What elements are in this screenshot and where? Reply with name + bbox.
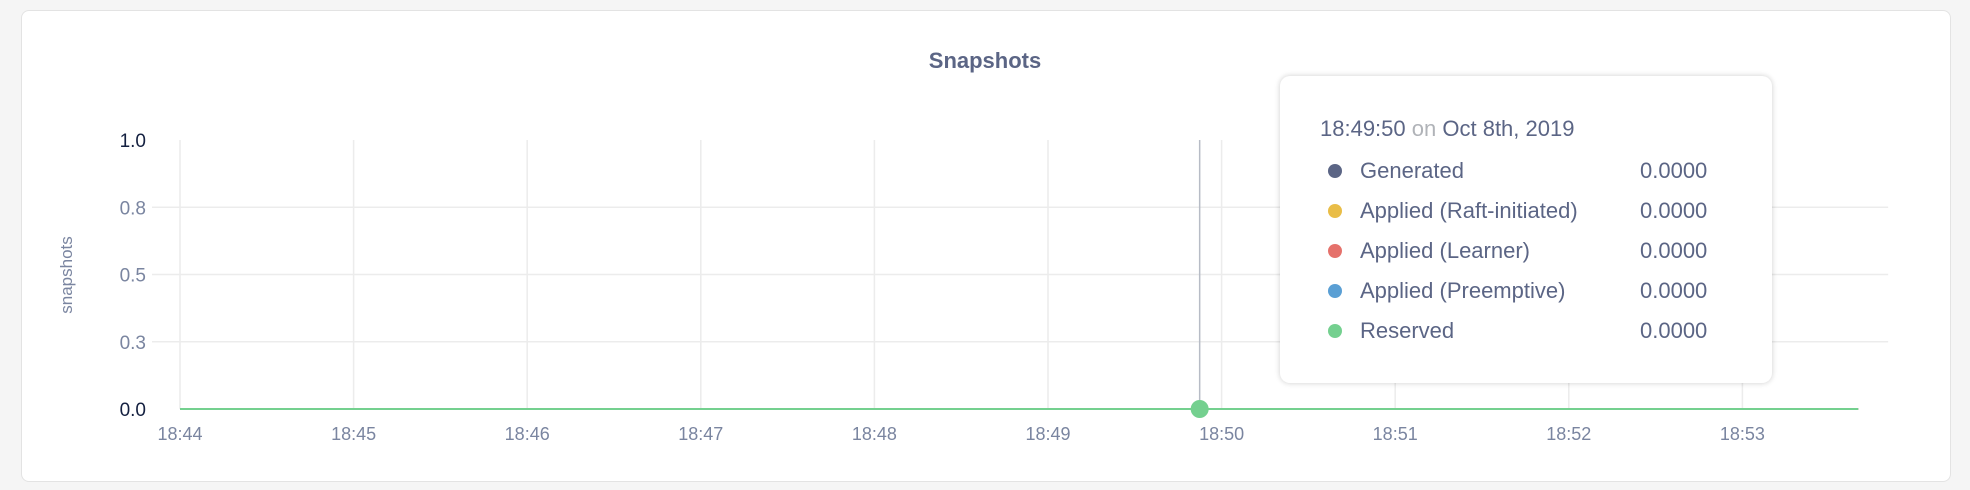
x-tick-label: 18:45 bbox=[331, 424, 376, 444]
legend-dot-icon bbox=[1328, 164, 1342, 178]
tooltip-on: on bbox=[1411, 116, 1437, 141]
tooltip-series-value: 0.0000 bbox=[1640, 158, 1708, 183]
tooltip-series-value: 0.0000 bbox=[1640, 278, 1708, 303]
tooltip-series-value: 0.0000 bbox=[1640, 198, 1708, 223]
tooltip-row: Applied (Preemptive) 0.0000 bbox=[1320, 271, 1772, 311]
tooltip-row: Applied (Learner) 0.0000 bbox=[1320, 231, 1772, 271]
legend-dot-icon bbox=[1328, 324, 1342, 338]
x-tick-label: 18:46 bbox=[505, 424, 550, 444]
tooltip-series-label: Applied (Preemptive) bbox=[1360, 278, 1566, 303]
tooltip-series-value: 0.0000 bbox=[1640, 318, 1708, 343]
x-tick-label: 18:51 bbox=[1373, 424, 1418, 444]
legend-dot-icon bbox=[1328, 244, 1342, 258]
tooltip-row: Generated 0.0000 bbox=[1320, 151, 1772, 191]
tooltip-row: Applied (Raft-initiated) 0.0000 bbox=[1320, 191, 1772, 231]
x-tick-label: 18:44 bbox=[157, 424, 202, 444]
tooltip-series-label: Applied (Learner) bbox=[1360, 238, 1530, 263]
y-tick-label: 1.0 bbox=[120, 131, 146, 152]
x-tick-label: 18:52 bbox=[1546, 424, 1591, 444]
tooltip-time: 18:49:50 bbox=[1320, 116, 1406, 141]
legend-dot-icon bbox=[1328, 284, 1342, 298]
tooltip-date: Oct 8th, 2019 bbox=[1442, 116, 1575, 141]
tooltip-title: 18:49:50 on Oct 8th, 2019 bbox=[1320, 116, 1772, 142]
chart-tooltip: 18:49:50 on Oct 8th, 2019 Generated 0.000… bbox=[1280, 76, 1772, 383]
y-tick-label: 0.8 bbox=[120, 198, 146, 219]
y-tick-label: 0.0 bbox=[120, 400, 146, 421]
y-tick-label: 0.5 bbox=[120, 266, 146, 287]
tooltip-series-label: Generated bbox=[1360, 158, 1464, 183]
hover-point bbox=[1190, 400, 1209, 418]
x-tick-label: 18:50 bbox=[1199, 424, 1244, 444]
tooltip-row: Reserved 0.0000 bbox=[1320, 311, 1772, 351]
tooltip-series-value: 0.0000 bbox=[1640, 238, 1708, 263]
x-tick-label: 18:48 bbox=[852, 424, 897, 444]
tooltip-series-label: Reserved bbox=[1360, 318, 1455, 343]
y-axis-label: snapshots bbox=[57, 236, 76, 314]
chart-title: Snapshots bbox=[929, 48, 1041, 73]
legend-dot-icon bbox=[1328, 204, 1342, 218]
x-tick-label: 18:53 bbox=[1720, 424, 1765, 444]
x-tick-label: 18:47 bbox=[678, 424, 723, 444]
y-tick-label: 0.3 bbox=[120, 333, 146, 354]
tooltip-series-label: Applied (Raft-initiated) bbox=[1360, 198, 1578, 223]
x-tick-label: 18:49 bbox=[1025, 424, 1070, 444]
